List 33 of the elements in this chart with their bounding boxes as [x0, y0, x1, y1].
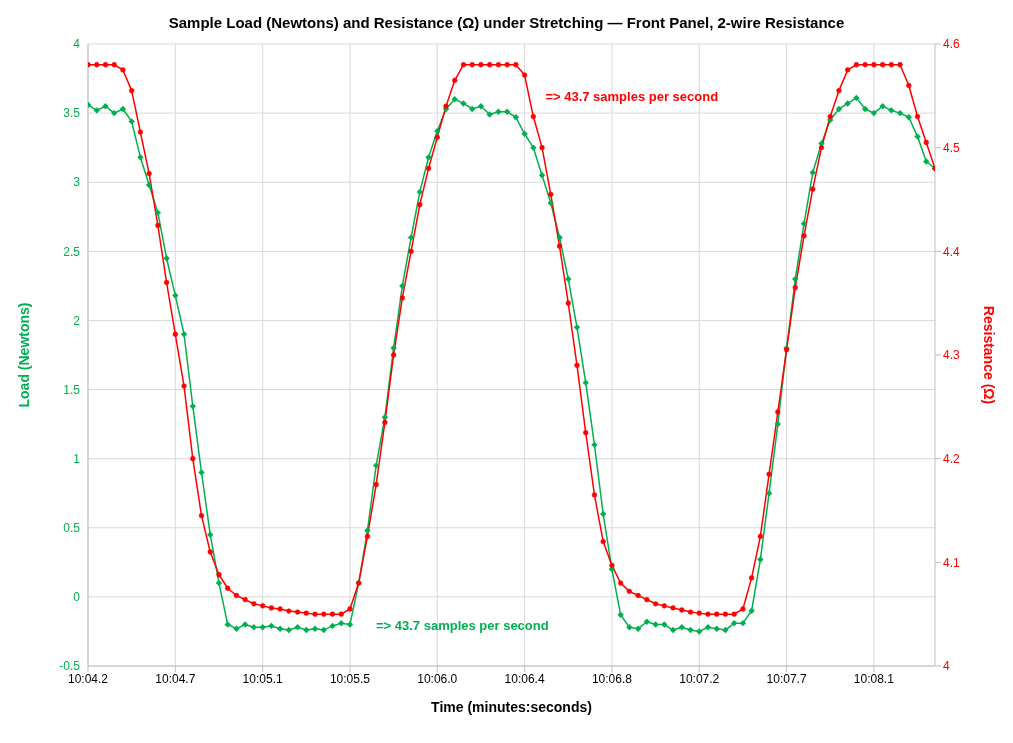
- annotation: => 43.7 samples per second: [545, 89, 719, 105]
- y-axis-title: Load (Newtons): [15, 302, 32, 408]
- y-tick-label: 3: [73, 175, 81, 190]
- y-tick-label: 4: [73, 37, 81, 52]
- y-tick-label: 2: [73, 313, 81, 328]
- x-tick-label: 10:06.0: [417, 671, 458, 686]
- x-tick-label: 10:05.5: [329, 671, 371, 686]
- y-tick-label: 3.5: [63, 106, 81, 121]
- x-tick-label: 10:06.4: [504, 671, 545, 686]
- chart-title: Sample Load (Newtons) and Resistance (Ω) under Stretching — Front Panel, 2-wire Resistance: [167, 14, 846, 33]
- y2-tick-label: 4.3: [943, 348, 961, 363]
- y2-tick-label: 4.5: [943, 140, 961, 155]
- annotation: => 43.7 samples per second: [375, 618, 549, 634]
- x-tick-label: 10:04.7: [155, 671, 196, 686]
- y2-tick-label: 4.2: [943, 451, 961, 466]
- y2-axis-title: Resistance (Ω): [981, 305, 998, 405]
- x-tick-label: 10:07.7: [766, 671, 807, 686]
- y-tick-label: 1: [73, 451, 81, 466]
- y2-tick-label: 4.4: [943, 244, 961, 259]
- x-tick-label: 10:07.2: [679, 671, 720, 686]
- x-axis-title: Time (minutes:seconds): [431, 699, 592, 715]
- y-tick-label: 0: [73, 590, 81, 605]
- y-tick-label: 2.5: [63, 244, 81, 259]
- x-tick-label: 10:04.2: [67, 671, 109, 686]
- x-tick-label: 10:08.1: [853, 671, 895, 686]
- y-tick-label: -0.5: [59, 659, 81, 674]
- y-tick-label: 1.5: [63, 382, 81, 397]
- y2-tick-label: 4.6: [943, 37, 961, 52]
- x-tick-label: 10:05.1: [242, 671, 283, 686]
- y2-tick-label: 4.1: [943, 555, 961, 570]
- y-tick-label: 0.5: [63, 521, 81, 536]
- y2-tick-label: 4: [943, 659, 950, 674]
- x-tick-label: 10:06.8: [591, 671, 633, 686]
